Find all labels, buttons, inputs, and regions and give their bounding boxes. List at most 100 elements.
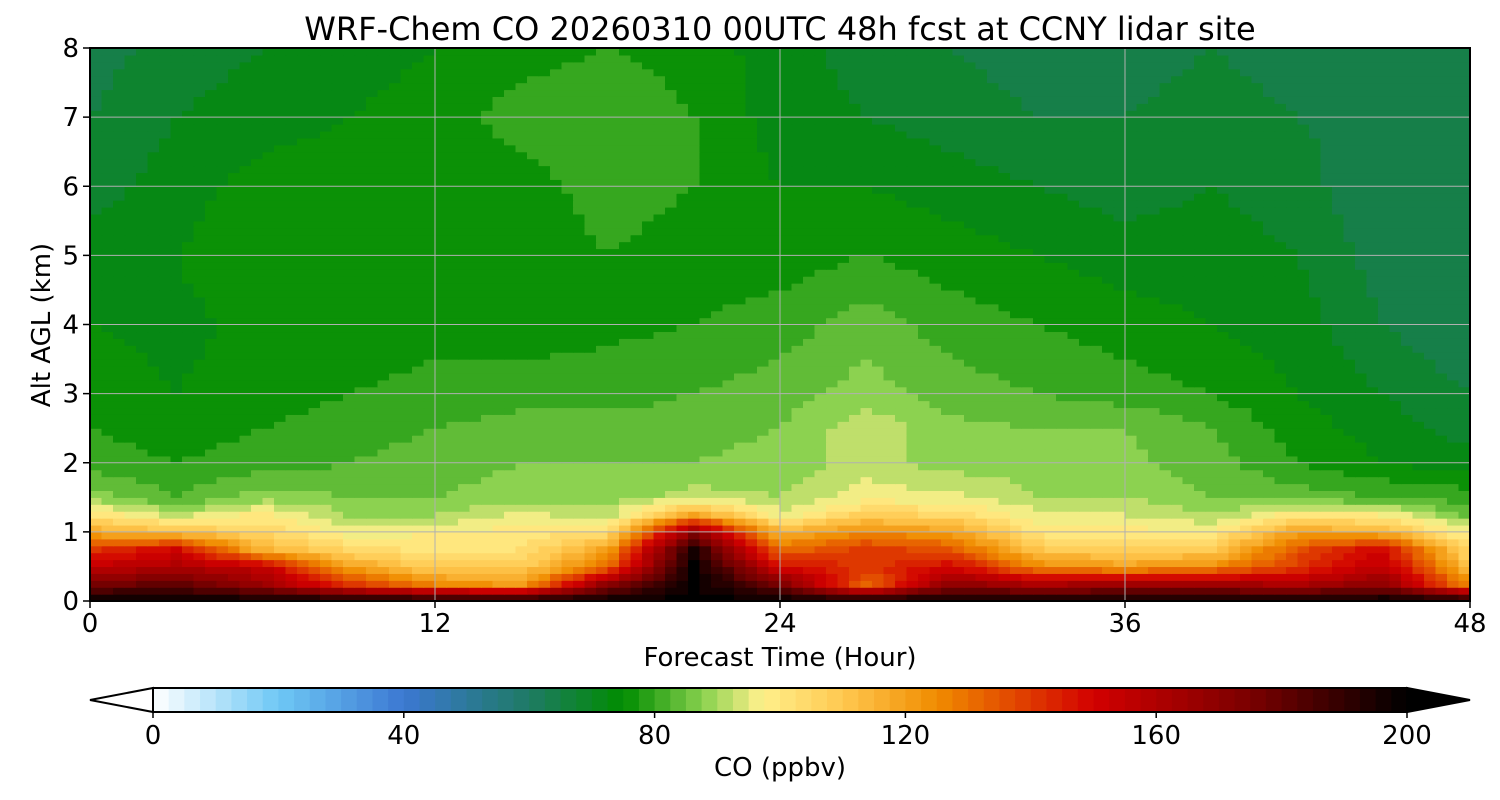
heatmap-cell xyxy=(860,455,873,464)
heatmap-cell xyxy=(400,428,413,436)
heatmap-cell xyxy=(481,566,494,574)
heatmap-cell xyxy=(573,497,586,505)
heatmap-cell xyxy=(251,324,264,333)
heatmap-cell xyxy=(343,490,356,498)
heatmap-cell xyxy=(446,365,459,374)
heatmap-cell xyxy=(1067,359,1080,367)
heatmap-cell xyxy=(745,442,758,450)
heatmap-cell xyxy=(1274,559,1287,568)
heatmap-cell xyxy=(975,497,988,505)
heatmap-cell xyxy=(849,365,862,374)
heatmap-cell xyxy=(113,552,126,561)
heatmap-cell xyxy=(538,538,551,547)
heatmap-cell xyxy=(216,393,229,402)
heatmap-cell xyxy=(998,442,1011,450)
heatmap-cell xyxy=(147,462,160,471)
heatmap-cell xyxy=(722,469,735,478)
heatmap-cell xyxy=(159,345,172,353)
heatmap-cell xyxy=(1182,338,1195,346)
heatmap-cell xyxy=(1056,538,1069,547)
heatmap-cell xyxy=(964,497,977,505)
heatmap-cell xyxy=(734,448,747,457)
heatmap-cell xyxy=(1424,559,1437,568)
heatmap-cell xyxy=(642,372,655,381)
heatmap-cell xyxy=(964,566,977,574)
heatmap-cell xyxy=(768,504,781,512)
heatmap-cell xyxy=(722,538,735,547)
heatmap-cell xyxy=(872,511,885,519)
heatmap-cell xyxy=(389,518,402,526)
heatmap-cell xyxy=(205,469,218,478)
heatmap-cell xyxy=(1079,538,1092,547)
heatmap-cell xyxy=(239,338,252,346)
heatmap-cell xyxy=(722,435,735,443)
heatmap-cell xyxy=(768,435,781,443)
heatmap-cell xyxy=(1090,462,1103,471)
heatmap-cell xyxy=(136,573,149,581)
heatmap-cell xyxy=(90,573,103,581)
heatmap-cell xyxy=(711,310,724,319)
heatmap-cell xyxy=(1125,400,1138,409)
heatmap-cell xyxy=(929,538,942,547)
heatmap-cell xyxy=(1090,442,1103,450)
heatmap-cell xyxy=(1205,545,1218,554)
heatmap-cell xyxy=(550,566,563,574)
heatmap-cell xyxy=(1320,497,1333,505)
heatmap-cell xyxy=(458,435,471,443)
heatmap-cell xyxy=(964,365,977,374)
heatmap-cell xyxy=(1021,442,1034,450)
heatmap-cell xyxy=(1228,379,1241,388)
heatmap-cell xyxy=(412,414,425,422)
heatmap-cell xyxy=(596,545,609,554)
heatmap-cell xyxy=(354,490,367,498)
heatmap-cell xyxy=(308,365,321,374)
heatmap-cell xyxy=(1263,317,1276,326)
heatmap-cell xyxy=(251,317,264,326)
heatmap-cell xyxy=(1194,594,1207,602)
heatmap-cell xyxy=(745,538,758,547)
heatmap-cell xyxy=(607,400,620,409)
heatmap-cell xyxy=(642,455,655,464)
heatmap-cell xyxy=(1389,476,1402,485)
heatmap-cell xyxy=(469,469,482,478)
heatmap-cell xyxy=(711,580,724,588)
heatmap-cell xyxy=(527,310,540,319)
heatmap-cell xyxy=(1286,462,1299,471)
heatmap-cell xyxy=(1412,386,1425,395)
heatmap-cell xyxy=(446,559,459,568)
heatmap-cell xyxy=(113,365,126,374)
heatmap-cell xyxy=(182,435,195,443)
heatmap-cell xyxy=(906,400,919,409)
heatmap-cell xyxy=(929,483,942,491)
heatmap-cell xyxy=(1090,476,1103,485)
heatmap-cell xyxy=(354,448,367,457)
heatmap-cell xyxy=(1125,559,1138,568)
heatmap-cell xyxy=(389,469,402,478)
heatmap-cell xyxy=(1263,455,1276,464)
heatmap-cell xyxy=(1378,345,1391,353)
heatmap-cell xyxy=(492,379,505,388)
heatmap-cell xyxy=(918,428,931,436)
heatmap-cell xyxy=(745,386,758,395)
heatmap-cell xyxy=(642,566,655,574)
heatmap-cell xyxy=(711,331,724,339)
heatmap-cell xyxy=(653,587,666,595)
heatmap-cell xyxy=(1343,345,1356,353)
heatmap-cell xyxy=(711,594,724,602)
heatmap-cell xyxy=(757,476,770,485)
heatmap-cell xyxy=(642,552,655,561)
heatmap-cell xyxy=(285,580,298,588)
heatmap-cell xyxy=(1401,331,1414,339)
heatmap-cell xyxy=(1263,407,1276,415)
heatmap-cell xyxy=(1343,518,1356,526)
heatmap-cell xyxy=(435,538,448,547)
heatmap-cell xyxy=(1332,462,1345,471)
heatmap-cell xyxy=(1136,476,1149,485)
heatmap-cell xyxy=(538,435,551,443)
heatmap-cell xyxy=(998,386,1011,395)
heatmap-cell xyxy=(883,538,896,547)
heatmap-cell xyxy=(941,393,954,402)
heatmap-cell xyxy=(1251,490,1264,498)
heatmap-cell xyxy=(791,379,804,388)
heatmap-cell xyxy=(1343,393,1356,402)
